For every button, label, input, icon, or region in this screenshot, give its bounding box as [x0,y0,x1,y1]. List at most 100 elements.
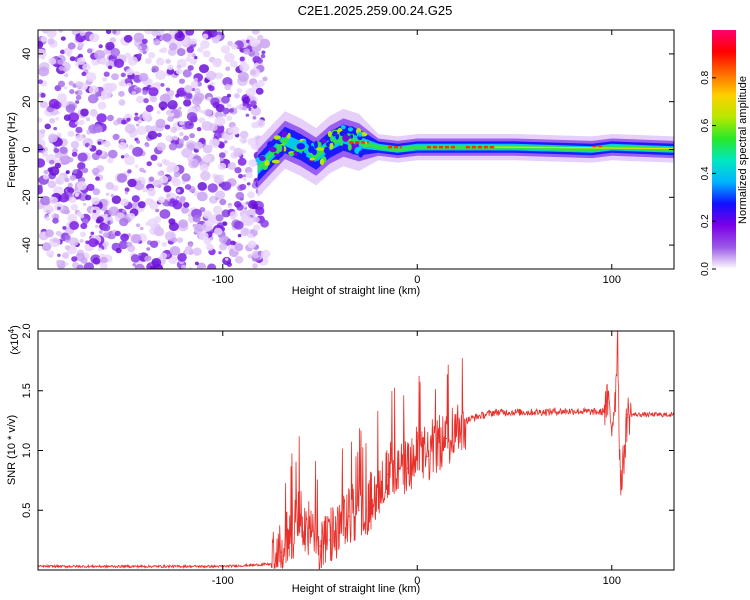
ridge-blob [304,149,310,154]
noise-blob [227,162,237,171]
noise-blob [120,138,124,142]
noise-blob [167,176,172,180]
noise-blob [149,200,159,210]
noise-blob [86,129,90,133]
noise-blob [179,120,185,126]
noise-blob [233,93,240,99]
snr-point [445,437,447,440]
noise-blob [47,167,53,173]
noise-blob [143,98,149,104]
noise-blob [102,224,111,232]
noise-blob [69,174,77,181]
noise-blob [53,148,60,153]
noise-blob [120,233,129,242]
noise-blob [237,71,249,82]
noise-blob [75,134,84,142]
noise-blob [185,93,193,99]
snr-point [329,539,331,541]
ridge-blob [267,141,273,148]
noise-blob [208,85,215,92]
noise-blob [187,65,194,71]
noise-blob [63,73,69,78]
noise-blob [65,170,70,174]
noise-blob [173,171,181,178]
noise-blob [58,65,65,71]
noise-blob [202,144,213,154]
noise-blob [156,132,162,138]
ridge-blob [281,130,288,138]
noise-blob [256,57,263,64]
noise-blob [126,241,133,247]
noise-blob [38,185,43,191]
noise-blob [80,231,86,237]
snr-point [465,420,467,422]
noise-blob [38,66,50,77]
colorbar-gradient [712,30,736,269]
noise-blob [156,162,161,167]
noise-blob [236,152,242,157]
ridge-blob [350,134,354,139]
noise-blob [42,30,49,34]
noise-blob [133,32,145,43]
noise-blob [168,143,177,151]
noise-blob [178,197,186,204]
spectrogram-ridge [255,108,674,198]
noise-blob [76,264,84,269]
noise-blob [102,77,108,82]
noise-blob [207,263,217,269]
noise-blob [49,237,61,248]
noise-blob [67,182,73,188]
noise-blob [95,176,100,181]
noise-blob [239,136,248,144]
noise-blob [134,263,145,269]
noise-blob [214,227,223,236]
noise-blob [261,50,266,55]
noise-blob [192,247,202,256]
noise-blob [92,188,101,196]
noise-blob [112,133,120,141]
noise-blob [172,200,183,210]
noise-blob [49,118,56,124]
noise-blob [103,213,109,218]
noise-blob [233,220,244,230]
spectrogram-x-ticks: -100 0 100 [212,30,621,286]
y-tick-label: -40 [21,237,33,253]
noise-blob [198,117,206,124]
noise-blob [131,195,140,203]
noise-blob [220,45,231,54]
noise-blob [75,95,82,101]
noise-blob [85,240,90,245]
noise-blob [187,213,192,217]
noise-blob [227,128,234,134]
noise-blob [87,94,99,104]
noise-blob [183,135,189,141]
noise-blob [127,178,137,188]
noise-blob [222,77,233,87]
noise-blob [45,216,50,221]
snr-point [124,565,127,568]
noise-blob [142,114,150,122]
ridge-blob [324,146,330,155]
noise-blob [168,222,179,232]
noise-blob [191,53,196,58]
snr-point [300,515,302,517]
noise-blob [215,104,225,113]
noise-blob [150,154,158,161]
noise-blob [166,67,175,75]
noise-blob [68,80,74,86]
noise-blob [111,73,119,81]
noise-blob [189,57,198,65]
noise-blob [102,82,113,92]
snr-point [319,545,321,547]
noise-blob [142,90,148,95]
snr-background [38,331,674,570]
noise-blob [159,252,168,260]
noise-blob [245,113,250,117]
noise-blob [91,197,100,206]
noise-blob [40,195,51,206]
snr-point [620,485,623,487]
noise-blob [67,42,76,50]
snr-point [309,533,311,535]
noise-blob [98,230,103,234]
y-tick-label: 1.0 [21,443,33,458]
